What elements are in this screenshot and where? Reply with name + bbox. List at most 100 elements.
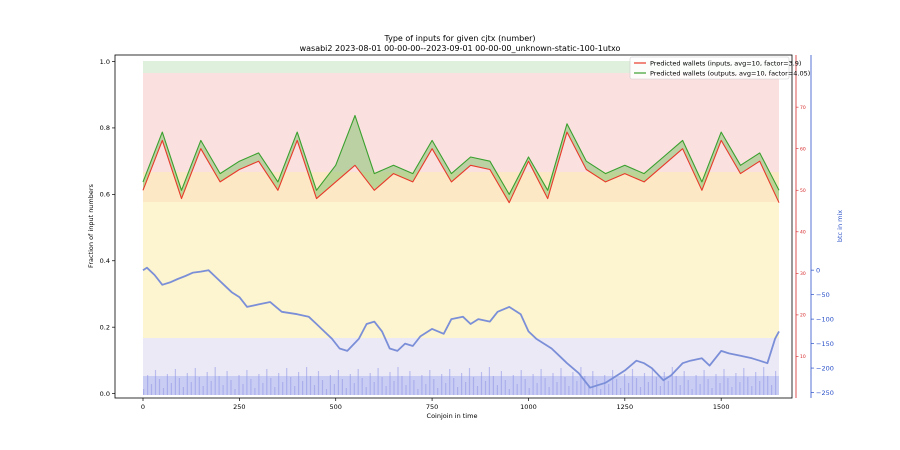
fraction-stripe <box>675 376 677 395</box>
fraction-stripe <box>445 383 447 395</box>
fraction-stripe <box>413 380 415 395</box>
legend-box <box>629 56 790 80</box>
y2-tick-label: −250 <box>816 389 834 397</box>
y3-tick-label: 10 <box>800 354 806 360</box>
fraction-stripe <box>341 379 343 395</box>
fraction-stripe <box>421 375 423 395</box>
fraction-stripe <box>628 383 630 395</box>
fraction-stripe <box>329 375 331 395</box>
fraction-stripe <box>373 382 375 395</box>
fraction-stripe <box>671 367 673 395</box>
fraction-stripe <box>389 372 391 395</box>
chart-subtitle: wasabi2 2023-08-01 00-00-00--2023-09-01 … <box>300 44 621 53</box>
fraction-stripe <box>218 376 220 395</box>
fraction-stripe <box>616 379 618 395</box>
fraction-stripe <box>763 367 765 395</box>
y-tick-label: 0.2 <box>100 323 110 331</box>
legend-label-inputs: Predicted wallets (inputs, avg=10, facto… <box>650 60 801 68</box>
fraction-stripe <box>663 372 665 395</box>
series-layer <box>142 114 780 389</box>
fraction-stripe <box>147 375 149 395</box>
y2-axis-ticks: 0 −50 −100 −150 −200 −250 <box>811 266 834 397</box>
fraction-stripe <box>564 377 566 395</box>
fraction-stripe <box>294 386 296 395</box>
fraction-stripe <box>604 375 606 395</box>
fraction-stripe <box>612 370 614 395</box>
lavender-band <box>143 338 779 378</box>
fraction-stripe <box>580 367 582 395</box>
fraction-stripe <box>365 387 367 395</box>
fraction-stripe <box>306 367 308 395</box>
y-tick-label: 1.0 <box>100 58 110 66</box>
fraction-stripe <box>707 379 709 395</box>
fraction-stripe <box>202 386 204 395</box>
fraction-stripe <box>405 385 407 395</box>
y2-tick-label: 0 <box>816 266 820 274</box>
y3-tick-label: 20 <box>800 313 806 319</box>
fraction-stripe <box>174 369 176 395</box>
fraction-stripe <box>190 382 192 395</box>
fraction-stripe <box>735 373 737 395</box>
fraction-stripe <box>576 381 578 395</box>
legend: Predicted wallets (inputs, avg=10, facto… <box>629 56 810 80</box>
fraction-stripe <box>759 381 761 395</box>
fraction-stripe <box>214 367 216 395</box>
fraction-stripe <box>309 376 312 395</box>
fraction-stripe <box>528 388 530 395</box>
y-axis-ticks: 0.0 0.2 0.4 0.6 0.8 1.0 <box>100 58 115 398</box>
fraction-stripe <box>552 373 554 395</box>
plot-area <box>115 55 792 398</box>
fraction-stripe <box>393 381 395 395</box>
fraction-stripe <box>357 369 359 395</box>
fraction-stripe <box>361 378 363 395</box>
fraction-stripe <box>476 386 479 395</box>
fraction-stripe <box>369 373 371 395</box>
fraction-stripe <box>739 382 741 395</box>
fraction-stripe <box>560 368 562 395</box>
fraction-stripe <box>608 384 610 395</box>
fraction-stripe <box>465 382 467 395</box>
fraction-stripe <box>620 388 622 395</box>
fraction-stripe <box>226 371 228 395</box>
y-tick-label: 0.6 <box>100 191 110 199</box>
fraction-stripe <box>206 372 208 395</box>
fraction-stripe <box>282 382 284 395</box>
fraction-stripe <box>568 386 570 395</box>
yellow-band <box>143 200 779 338</box>
fraction-stripe <box>715 374 717 395</box>
axes: 0 250 500 750 1000 1250 1500 0.00.20.40.60.81.… <box>100 54 834 411</box>
fraction-stripe <box>154 370 157 395</box>
fraction-stripe <box>290 377 292 395</box>
axes-frame <box>114 54 793 399</box>
fraction-stripe <box>596 380 598 395</box>
y2-tick-label: −200 <box>816 364 834 372</box>
fraction-stripe <box>703 370 705 395</box>
fraction-stripe <box>536 383 538 395</box>
green-band <box>143 61 779 73</box>
fraction-stripe <box>719 383 721 395</box>
fraction-stripe <box>731 387 733 395</box>
pink-band <box>143 72 779 172</box>
fraction-stripe <box>572 372 574 395</box>
fraction-stripe <box>500 371 502 395</box>
fraction-stripe <box>317 371 320 395</box>
fraction-stripe <box>234 389 236 395</box>
x-tick-label: 750 <box>426 403 438 411</box>
fraction-stripe <box>162 388 165 395</box>
fraction-stripe <box>624 374 626 395</box>
legend-label-outputs: Predicted wallets (outputs, avg=10, fact… <box>650 70 810 78</box>
x-tick-label: 500 <box>330 403 342 411</box>
x-tick-label: 1500 <box>713 403 730 411</box>
fraction-stripe <box>298 372 300 395</box>
fraction-stripe <box>381 377 383 395</box>
fraction-stripe <box>278 373 280 395</box>
fraction-stripe <box>270 378 272 395</box>
fraction-stripe <box>210 381 212 395</box>
x-axis-label: Coinjoin in time <box>427 412 478 420</box>
fraction-stripe <box>639 387 642 395</box>
fraction-stripe <box>325 389 328 395</box>
fraction-stripe <box>683 371 685 395</box>
fraction-stripe <box>337 370 339 395</box>
fraction-stripe <box>631 369 634 395</box>
x-tick-label: 0 <box>141 403 145 411</box>
